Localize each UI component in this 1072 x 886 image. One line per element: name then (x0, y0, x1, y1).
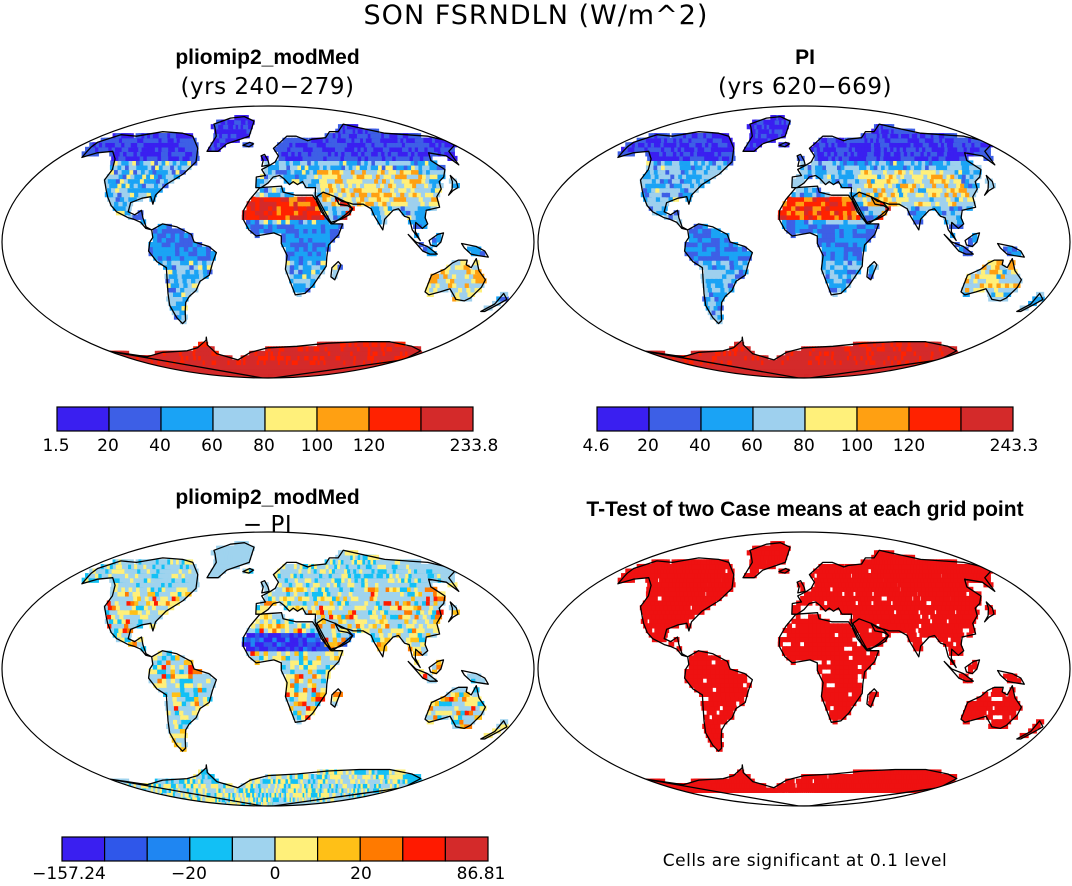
cb1-tick: 60 (741, 436, 763, 456)
colorbar-swatch (857, 407, 909, 431)
colorbar-swatch (421, 407, 473, 431)
ttest-footnote: Cells are significant at 0.1 level (538, 851, 1072, 871)
cb0-tick: 120 (353, 436, 385, 456)
cb0-tick: 40 (149, 436, 171, 456)
colorbar-pi-ticks: 4.6 20 40 60 80 100 120 243.3 (596, 436, 1014, 458)
colorbar-pliomip2-ticks: 1.5 20 40 60 80 100 120 233.8 (56, 436, 474, 458)
colorbar-swatch (805, 407, 857, 431)
cb0-tick: 20 (97, 436, 119, 456)
cb1-tick: 20 (637, 436, 659, 456)
colorbar-pi (596, 406, 1014, 432)
map-pi (536, 104, 1072, 380)
colorbar-swatch (909, 407, 961, 431)
colorbar-swatch (701, 407, 753, 431)
map-cells (618, 541, 1045, 793)
colorbar-pliomip2 (56, 406, 474, 432)
panel-1-title: pliomip2_modMed (0, 46, 535, 70)
map-pliomip2 (0, 104, 536, 380)
colorbar-swatch (597, 407, 649, 431)
cb2-tick: 86.81 (457, 864, 506, 884)
colorbar-swatch (753, 407, 805, 431)
cb2-tick: 20 (350, 864, 372, 884)
colorbar-swatch (360, 837, 403, 861)
map-difference (0, 530, 536, 808)
cb0-tick: 80 (253, 436, 275, 456)
cb0-tick: 100 (301, 436, 333, 456)
colorbar-swatch (403, 837, 446, 861)
figure-title: SON FSRNDLN (W/m^2) (0, 0, 1072, 31)
colorbar-swatch (369, 407, 421, 431)
colorbar-swatch (62, 837, 105, 861)
colorbar-swatch (961, 407, 1013, 431)
colorbar-swatch (265, 407, 317, 431)
colorbar-swatch (161, 407, 213, 431)
colorbar-swatch (445, 837, 488, 861)
map-cells (618, 115, 1045, 379)
colorbar-swatch (232, 837, 275, 861)
colorbar-swatch (109, 407, 161, 431)
panel-2-subtitle: (yrs 620−669) (538, 74, 1072, 100)
colorbar-swatch (649, 407, 701, 431)
colorbar-swatch (318, 837, 361, 861)
colorbar-swatch (275, 837, 318, 861)
cb2-tick: −20 (171, 864, 207, 884)
colorbar-swatch (147, 837, 190, 861)
colorbar-swatch (105, 837, 148, 861)
map-ttest (536, 530, 1072, 808)
panel-2-title: PI (538, 46, 1072, 70)
panel-3-title: pliomip2_modMed (0, 486, 535, 510)
panel-1-subtitle: (yrs 240−279) (0, 74, 535, 100)
colorbar-difference-ticks: −157.24 −20 0 20 86.81 (61, 864, 489, 886)
cb0-tick: 1.5 (42, 436, 69, 456)
cb1-tick: 243.3 (990, 436, 1039, 456)
cb2-tick: −157.24 (32, 864, 106, 884)
cb2-tick: 0 (270, 864, 281, 884)
colorbar-swatch (317, 407, 369, 431)
cb0-tick: 233.8 (450, 436, 499, 456)
cb0-tick: 60 (201, 436, 223, 456)
map-cells (82, 115, 509, 379)
colorbar-swatch (57, 407, 109, 431)
cb1-tick: 80 (793, 436, 815, 456)
panel-4-title: T-Test of two Case means at each grid po… (538, 498, 1072, 522)
colorbar-difference (61, 836, 489, 862)
cb1-tick: 120 (893, 436, 925, 456)
cb1-tick: 4.6 (582, 436, 609, 456)
map-cells (82, 541, 509, 806)
colorbar-swatch (213, 407, 265, 431)
colorbar-swatch (190, 837, 233, 861)
cb1-tick: 40 (689, 436, 711, 456)
cb1-tick: 100 (841, 436, 873, 456)
